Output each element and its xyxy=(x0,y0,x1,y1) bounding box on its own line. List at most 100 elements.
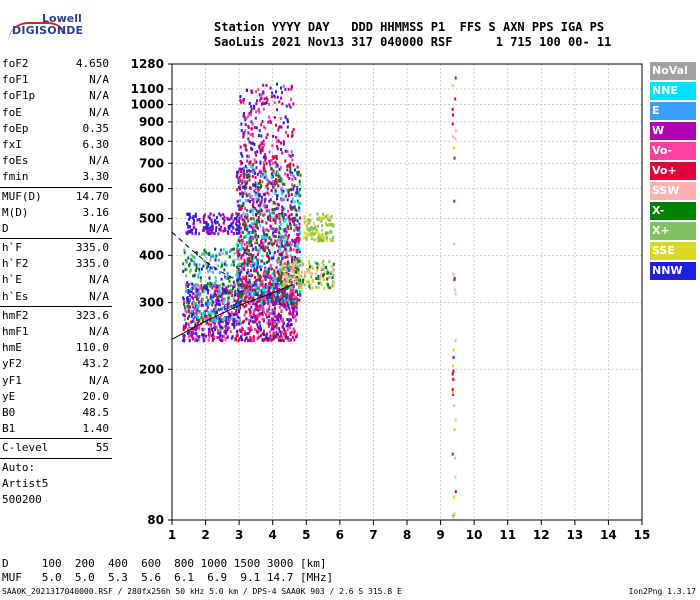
echo-point xyxy=(210,334,213,338)
x-tick-label: 15 xyxy=(634,528,651,542)
echo-point xyxy=(207,330,210,334)
echo-point xyxy=(233,285,236,289)
param-value: 55 xyxy=(95,441,109,455)
echo-point xyxy=(289,291,292,295)
x-tick-label: 9 xyxy=(436,528,444,542)
echo-point xyxy=(209,314,212,318)
echo-point xyxy=(270,283,273,286)
echo-point xyxy=(204,226,207,230)
echo-point xyxy=(194,301,197,305)
echo-point xyxy=(182,328,185,332)
echo-point xyxy=(251,237,254,241)
echo-point xyxy=(290,286,293,290)
echo-point xyxy=(286,225,289,229)
echo-point xyxy=(260,265,263,268)
echo-point xyxy=(276,144,279,148)
echo-point xyxy=(277,256,280,260)
echo-point xyxy=(250,282,253,286)
echo-point xyxy=(276,108,278,112)
echo-point xyxy=(251,316,254,319)
echo-point xyxy=(220,261,223,265)
echo-point xyxy=(221,296,224,300)
echo-point xyxy=(297,233,300,236)
echo-point xyxy=(276,194,279,197)
echo-point xyxy=(258,299,261,302)
echo-point xyxy=(237,263,240,267)
echo-point xyxy=(274,334,277,338)
echo-point xyxy=(212,317,215,321)
echo-point xyxy=(291,183,293,187)
echo-point xyxy=(203,213,206,217)
y-tick-label: 600 xyxy=(139,182,164,196)
echo-point xyxy=(283,280,286,284)
echo-point xyxy=(182,334,185,338)
panel-separator xyxy=(0,186,112,188)
legend-item-sse: SSE xyxy=(650,242,696,260)
echo-point xyxy=(322,267,325,271)
param-row-foep: foEp 0.35 xyxy=(0,121,112,137)
echo-point xyxy=(249,309,252,313)
echo-point xyxy=(285,278,288,281)
echo-point xyxy=(204,250,207,254)
echo-point xyxy=(305,224,308,228)
echo-point xyxy=(281,205,284,209)
echo-point xyxy=(251,90,254,94)
echo-point xyxy=(275,292,277,296)
echo-point xyxy=(272,282,275,286)
echo-point xyxy=(280,279,283,283)
echo-point xyxy=(295,191,298,195)
echo-point xyxy=(227,311,230,315)
echo-point xyxy=(316,268,319,272)
echo-point xyxy=(280,300,282,304)
echo-point xyxy=(273,306,276,310)
echo-point xyxy=(263,125,265,129)
echo-point xyxy=(277,174,280,178)
echo-point xyxy=(197,295,200,299)
echo-point xyxy=(262,296,265,299)
echo-point xyxy=(187,217,190,221)
echo-point xyxy=(249,113,252,116)
echo-point xyxy=(183,248,186,252)
echo-point xyxy=(270,189,273,193)
echo-point xyxy=(275,162,278,166)
echo-point xyxy=(236,265,239,269)
echo-point xyxy=(243,131,246,135)
echo-point xyxy=(260,311,263,315)
echo-point xyxy=(245,261,248,264)
echo-point xyxy=(259,334,262,338)
echo-point xyxy=(212,336,215,340)
echo-point xyxy=(280,86,282,90)
echo-point xyxy=(249,169,252,173)
echo-point xyxy=(187,335,190,338)
echo-point xyxy=(287,318,290,322)
echo-point xyxy=(239,184,242,188)
param-value: 14.70 xyxy=(75,189,109,203)
echo-point xyxy=(251,209,254,213)
echo-point xyxy=(279,220,281,224)
param-name: M(D) xyxy=(2,205,29,219)
echo-point xyxy=(240,245,243,249)
echo-point xyxy=(227,305,229,309)
echo-point xyxy=(317,286,320,290)
echo-point xyxy=(250,328,253,331)
echo-point xyxy=(289,286,292,290)
echo-point xyxy=(313,231,315,235)
echo-point xyxy=(241,275,244,279)
echo-point xyxy=(216,220,219,224)
echo-point xyxy=(245,286,248,290)
echo-point xyxy=(282,322,285,325)
echo-point xyxy=(247,131,250,135)
echo-point xyxy=(240,256,243,260)
echo-point xyxy=(293,244,296,248)
echo-point xyxy=(280,125,283,129)
echo-point xyxy=(452,377,455,381)
echo-point xyxy=(256,313,259,317)
echo-point xyxy=(238,235,241,239)
echo-point xyxy=(307,280,310,284)
echo-point xyxy=(261,310,264,314)
echo-point xyxy=(266,284,269,288)
echo-point xyxy=(241,262,244,266)
param-row-mufd: MUF(D) 14.70 xyxy=(0,189,112,205)
echo-point xyxy=(183,317,186,321)
echo-point xyxy=(292,266,295,270)
